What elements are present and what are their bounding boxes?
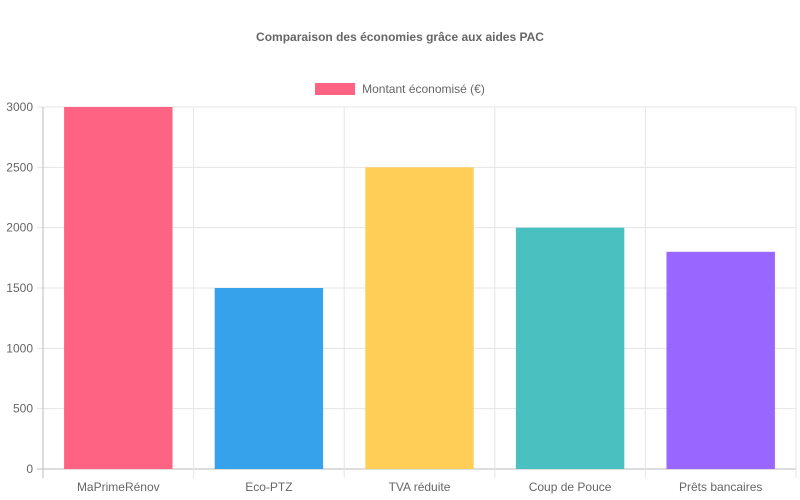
legend-label: Montant économisé (€): [362, 82, 485, 96]
bar[interactable]: [214, 288, 324, 469]
bars: [64, 107, 775, 470]
y-tick-label: 500: [13, 402, 33, 416]
y-tick-label: 0: [26, 462, 33, 476]
bar[interactable]: [515, 227, 625, 469]
bar[interactable]: [64, 107, 173, 469]
y-axis: 0 500 1000 1500 2000 2500 3000: [6, 100, 33, 476]
y-tick-label: 2000: [6, 221, 33, 235]
x-tick-label: TVA réduite: [389, 480, 451, 494]
x-axis: MaPrimeRénov Eco-PTZ TVA réduite Coup de Po…: [77, 480, 762, 494]
x-tick-label: Prêts bancaires: [679, 480, 762, 494]
x-tick-label: Eco-PTZ: [245, 480, 292, 494]
x-tick-label: MaPrimeRénov: [77, 480, 160, 494]
legend[interactable]: Montant économisé (€): [0, 82, 800, 96]
bar[interactable]: [365, 167, 474, 470]
y-tick-label: 1500: [6, 281, 33, 295]
bar[interactable]: [666, 251, 775, 469]
legend-swatch: [315, 83, 356, 95]
y-tick-label: 1000: [6, 341, 33, 355]
y-tick-label: 3000: [6, 100, 33, 114]
x-tick-label: Coup de Pouce: [529, 480, 612, 494]
chart-title: Comparaison des économies grâce aux aide…: [256, 30, 544, 44]
y-tick-label: 2500: [6, 160, 33, 174]
